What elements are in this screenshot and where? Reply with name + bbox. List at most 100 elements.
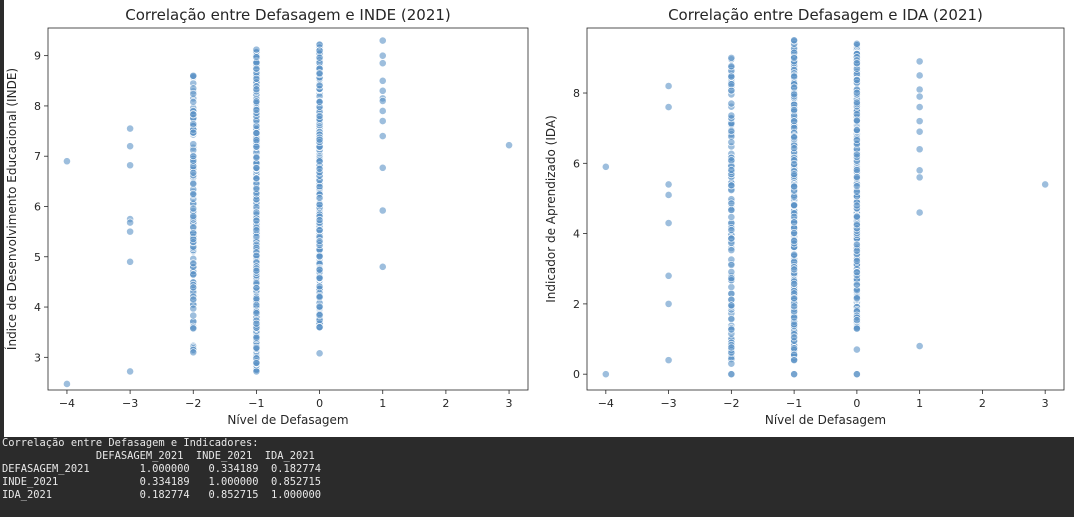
data-point bbox=[315, 157, 324, 166]
data-point bbox=[852, 212, 861, 221]
console-line: DEFASAGEM_2021 INDE_2021 IDA_2021 bbox=[2, 450, 315, 462]
data-point bbox=[126, 367, 135, 376]
data-point bbox=[790, 356, 799, 365]
data-point bbox=[315, 237, 324, 246]
data-point bbox=[252, 184, 261, 193]
data-point bbox=[915, 85, 924, 94]
data-point bbox=[315, 112, 324, 120]
y-tick-label: 8 bbox=[34, 100, 41, 113]
data-point bbox=[664, 219, 673, 227]
data-point bbox=[252, 294, 261, 303]
data-point bbox=[790, 90, 799, 99]
data-point bbox=[727, 72, 736, 81]
data-point bbox=[790, 53, 799, 62]
data-point bbox=[915, 342, 924, 350]
data-point bbox=[63, 157, 71, 166]
data-point bbox=[915, 173, 924, 182]
data-point bbox=[790, 144, 799, 153]
data-point bbox=[189, 128, 198, 137]
data-point bbox=[189, 71, 198, 80]
data-point bbox=[727, 226, 736, 234]
x-tick-label: −1 bbox=[248, 397, 264, 410]
data-point bbox=[252, 251, 261, 260]
x-axis-label: Nível de Defasagem bbox=[765, 413, 886, 427]
data-point bbox=[189, 324, 198, 333]
data-point bbox=[790, 218, 799, 227]
chart-ida: Correlação entre Defasagem e IDA (2021) −… bbox=[544, 6, 1065, 427]
data-point bbox=[252, 226, 261, 235]
data-point bbox=[915, 71, 924, 80]
data-point bbox=[315, 293, 324, 301]
data-point bbox=[189, 152, 198, 161]
y-tick-label: 9 bbox=[34, 50, 41, 63]
data-point bbox=[378, 117, 387, 125]
data-point bbox=[315, 282, 324, 291]
data-point bbox=[252, 129, 261, 137]
data-point bbox=[252, 45, 261, 54]
data-point bbox=[252, 319, 261, 328]
data-point bbox=[664, 180, 673, 189]
chart-title: Correlação entre Defasagem e INDE (2021) bbox=[125, 6, 451, 24]
data-point bbox=[790, 370, 799, 379]
data-point bbox=[189, 348, 198, 357]
data-point bbox=[126, 161, 135, 170]
data-point bbox=[727, 156, 736, 165]
y-tick-label: 3 bbox=[34, 351, 41, 364]
x-tick-label: −4 bbox=[598, 397, 614, 410]
x-tick-label: −1 bbox=[786, 397, 802, 410]
data-point bbox=[63, 380, 71, 388]
data-point bbox=[664, 271, 673, 280]
data-point bbox=[664, 191, 673, 199]
data-point bbox=[1041, 180, 1050, 189]
data-point bbox=[315, 200, 324, 209]
data-point bbox=[727, 325, 736, 334]
console-output: Correlação entre Defasagem e Indicadores… bbox=[0, 437, 1074, 517]
y-tick-label: 8 bbox=[573, 87, 580, 100]
data-point bbox=[727, 80, 736, 89]
data-point bbox=[252, 284, 261, 292]
data-point bbox=[915, 166, 924, 175]
console-line: INDE_2021 0.334189 1.000000 0.852715 bbox=[2, 476, 322, 488]
data-point bbox=[601, 370, 610, 379]
data-point bbox=[790, 294, 799, 303]
data-point bbox=[790, 72, 799, 81]
data-point bbox=[790, 302, 799, 311]
data-point bbox=[315, 302, 324, 311]
data-point bbox=[126, 218, 135, 227]
data-point bbox=[852, 59, 861, 68]
data-point bbox=[727, 234, 736, 243]
axes-frame bbox=[47, 27, 529, 391]
data-point bbox=[790, 160, 799, 168]
data-point bbox=[252, 358, 261, 367]
data-point bbox=[727, 166, 736, 174]
data-point bbox=[189, 311, 198, 320]
data-point bbox=[252, 97, 261, 106]
data-point bbox=[252, 232, 261, 241]
data-point bbox=[727, 62, 736, 71]
data-point bbox=[126, 124, 135, 133]
data-point bbox=[378, 76, 387, 85]
x-tick-label: 2 bbox=[979, 397, 986, 410]
data-point bbox=[315, 194, 324, 202]
data-point bbox=[252, 174, 261, 183]
data-point bbox=[915, 57, 924, 66]
console-line: IDA_2021 0.182774 0.852715 1.000000 bbox=[2, 489, 322, 501]
data-point bbox=[852, 182, 861, 191]
data-point bbox=[790, 105, 799, 114]
data-point bbox=[252, 142, 261, 151]
data-point bbox=[790, 83, 799, 92]
data-point bbox=[189, 295, 198, 304]
data-point bbox=[852, 136, 861, 145]
data-point bbox=[315, 69, 324, 78]
data-point bbox=[852, 88, 861, 97]
data-point bbox=[252, 74, 261, 83]
data-point bbox=[378, 107, 387, 115]
data-point bbox=[727, 199, 736, 208]
axes-frame bbox=[586, 27, 1065, 391]
data-point bbox=[252, 266, 261, 275]
data-point bbox=[852, 324, 861, 333]
data-point bbox=[189, 190, 198, 198]
data-point bbox=[315, 40, 324, 49]
x-tick-label: −3 bbox=[660, 397, 676, 410]
x-tick-label: 3 bbox=[506, 397, 513, 410]
